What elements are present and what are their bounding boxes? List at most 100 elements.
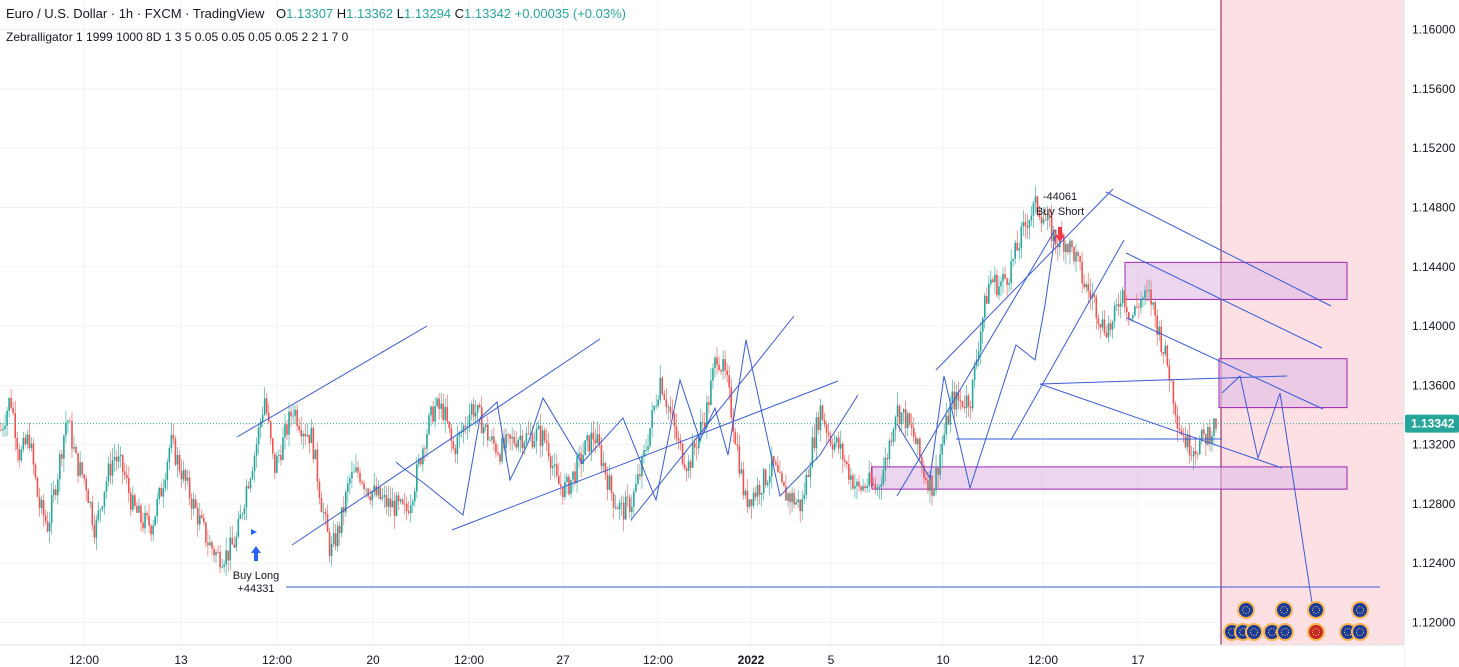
candle-body <box>184 470 187 481</box>
candle-body <box>134 495 136 506</box>
candle-up <box>876 483 879 496</box>
event-flag-icon[interactable] <box>1351 601 1369 619</box>
candle-down <box>1154 300 1156 328</box>
candle-up <box>1134 305 1136 317</box>
future-projection-area <box>1220 0 1404 645</box>
event-stars[interactable] <box>1281 628 1289 636</box>
zigzag-path[interactable] <box>896 235 1056 490</box>
candle-down <box>1099 323 1102 339</box>
candle-down <box>848 455 850 485</box>
candle-up <box>391 487 394 508</box>
time-axis[interactable]: 12:00 13 12:00 20 12:00 27 12:00 2022 5 10 12:00 17 <box>0 644 1404 667</box>
candle-body <box>827 432 830 436</box>
candle-down <box>424 445 426 462</box>
price-axis[interactable]: 1.16000 1.15600 1.15200 1.14800 1.14400 1.140… <box>1403 0 1459 667</box>
candle-body <box>904 409 907 429</box>
event-flag-icon[interactable] <box>1237 601 1255 619</box>
candle-up <box>868 460 870 493</box>
event-stars[interactable] <box>1268 628 1276 636</box>
zigzag-path[interactable] <box>395 339 859 516</box>
supply-demand-zones[interactable] <box>871 261 1348 490</box>
trend-line[interactable] <box>896 229 1056 497</box>
event-flag[interactable] <box>1277 603 1291 617</box>
event-flag-icon[interactable] <box>1351 623 1369 641</box>
trend-line[interactable] <box>1126 317 1324 410</box>
event-stars[interactable] <box>1250 628 1258 636</box>
candle-body <box>582 455 584 465</box>
event-flag-icon[interactable] <box>1276 623 1294 641</box>
event-stars[interactable] <box>1356 606 1364 614</box>
candle-body <box>531 433 534 448</box>
candle-body <box>620 502 623 504</box>
trend-line[interactable] <box>1039 383 1283 469</box>
event-flag[interactable] <box>1353 603 1367 617</box>
event-stars[interactable] <box>1312 606 1320 614</box>
candle-body <box>89 502 92 504</box>
event-stars[interactable] <box>1312 628 1320 636</box>
candle-up <box>332 521 335 548</box>
trend-line[interactable] <box>935 188 1114 371</box>
candle-body <box>286 424 288 435</box>
trend-channel-drawings[interactable] <box>236 188 1380 604</box>
event-flag[interactable] <box>1278 625 1292 639</box>
event-flag[interactable] <box>1265 625 1279 639</box>
economic-event-icons[interactable] <box>1223 601 1369 641</box>
candle-body <box>594 439 597 444</box>
event-flag-icon[interactable] <box>1307 601 1325 619</box>
candle-down <box>495 440 497 458</box>
price-axis-bg[interactable] <box>1404 0 1459 667</box>
candle-body <box>322 512 325 513</box>
trend-line[interactable] <box>1125 252 1323 349</box>
candle-down <box>1182 427 1185 443</box>
candle-body <box>95 519 98 538</box>
trend-line[interactable] <box>236 325 428 438</box>
event-flag[interactable] <box>1309 625 1323 639</box>
candle-body <box>336 525 339 547</box>
candle-up <box>59 450 61 493</box>
candle-body <box>841 443 844 460</box>
event-flag[interactable] <box>1309 603 1323 617</box>
trend-line[interactable] <box>451 380 839 531</box>
trend-line[interactable] <box>630 315 795 521</box>
event-stars[interactable] <box>1242 606 1250 614</box>
event-stars[interactable] <box>1356 628 1364 636</box>
zigzag-path[interactable] <box>1221 375 1313 604</box>
event-flag-icon[interactable] <box>1275 601 1293 619</box>
candle-body <box>359 472 361 482</box>
buy-short-profit: -44061 <box>1043 191 1077 203</box>
trend-line[interactable] <box>1105 191 1332 307</box>
candle-body <box>912 427 915 438</box>
event-flag[interactable] <box>1353 625 1367 639</box>
candle-up <box>854 473 856 498</box>
event-stars[interactable] <box>1280 606 1288 614</box>
trend-line[interactable] <box>1039 375 1288 385</box>
candle-down <box>1150 280 1152 316</box>
low-label: L <box>396 6 405 21</box>
indicator-legend[interactable]: Zebralligator 1 1999 1000 8D 1 3 5 0.05 … <box>6 30 349 44</box>
trend-line[interactable] <box>1010 239 1125 441</box>
candle-up <box>460 421 463 438</box>
candle-body <box>470 404 473 415</box>
candle-body <box>730 387 733 418</box>
event-flag-icon[interactable] <box>1245 623 1263 641</box>
zone-box[interactable] <box>1218 358 1348 409</box>
candle-body <box>614 507 617 509</box>
candle-up <box>815 412 818 461</box>
event-flag-icon[interactable] <box>1307 623 1325 641</box>
candle-body <box>1152 302 1154 305</box>
event-flag-icon[interactable] <box>1263 623 1281 641</box>
event-flag[interactable] <box>1341 625 1355 639</box>
event-flag[interactable] <box>1239 603 1253 617</box>
candle-down <box>478 402 481 409</box>
candle-down <box>405 496 408 521</box>
candle-body <box>645 450 647 451</box>
trend-line[interactable] <box>291 338 601 546</box>
zone-box[interactable] <box>871 466 1348 490</box>
candle-body <box>221 566 223 568</box>
time-axis-bg[interactable] <box>0 645 1404 667</box>
zone-box[interactable] <box>1124 261 1348 300</box>
event-flag[interactable] <box>1247 625 1261 639</box>
candle-up <box>770 446 773 489</box>
last-price-badge[interactable] <box>1405 414 1459 433</box>
